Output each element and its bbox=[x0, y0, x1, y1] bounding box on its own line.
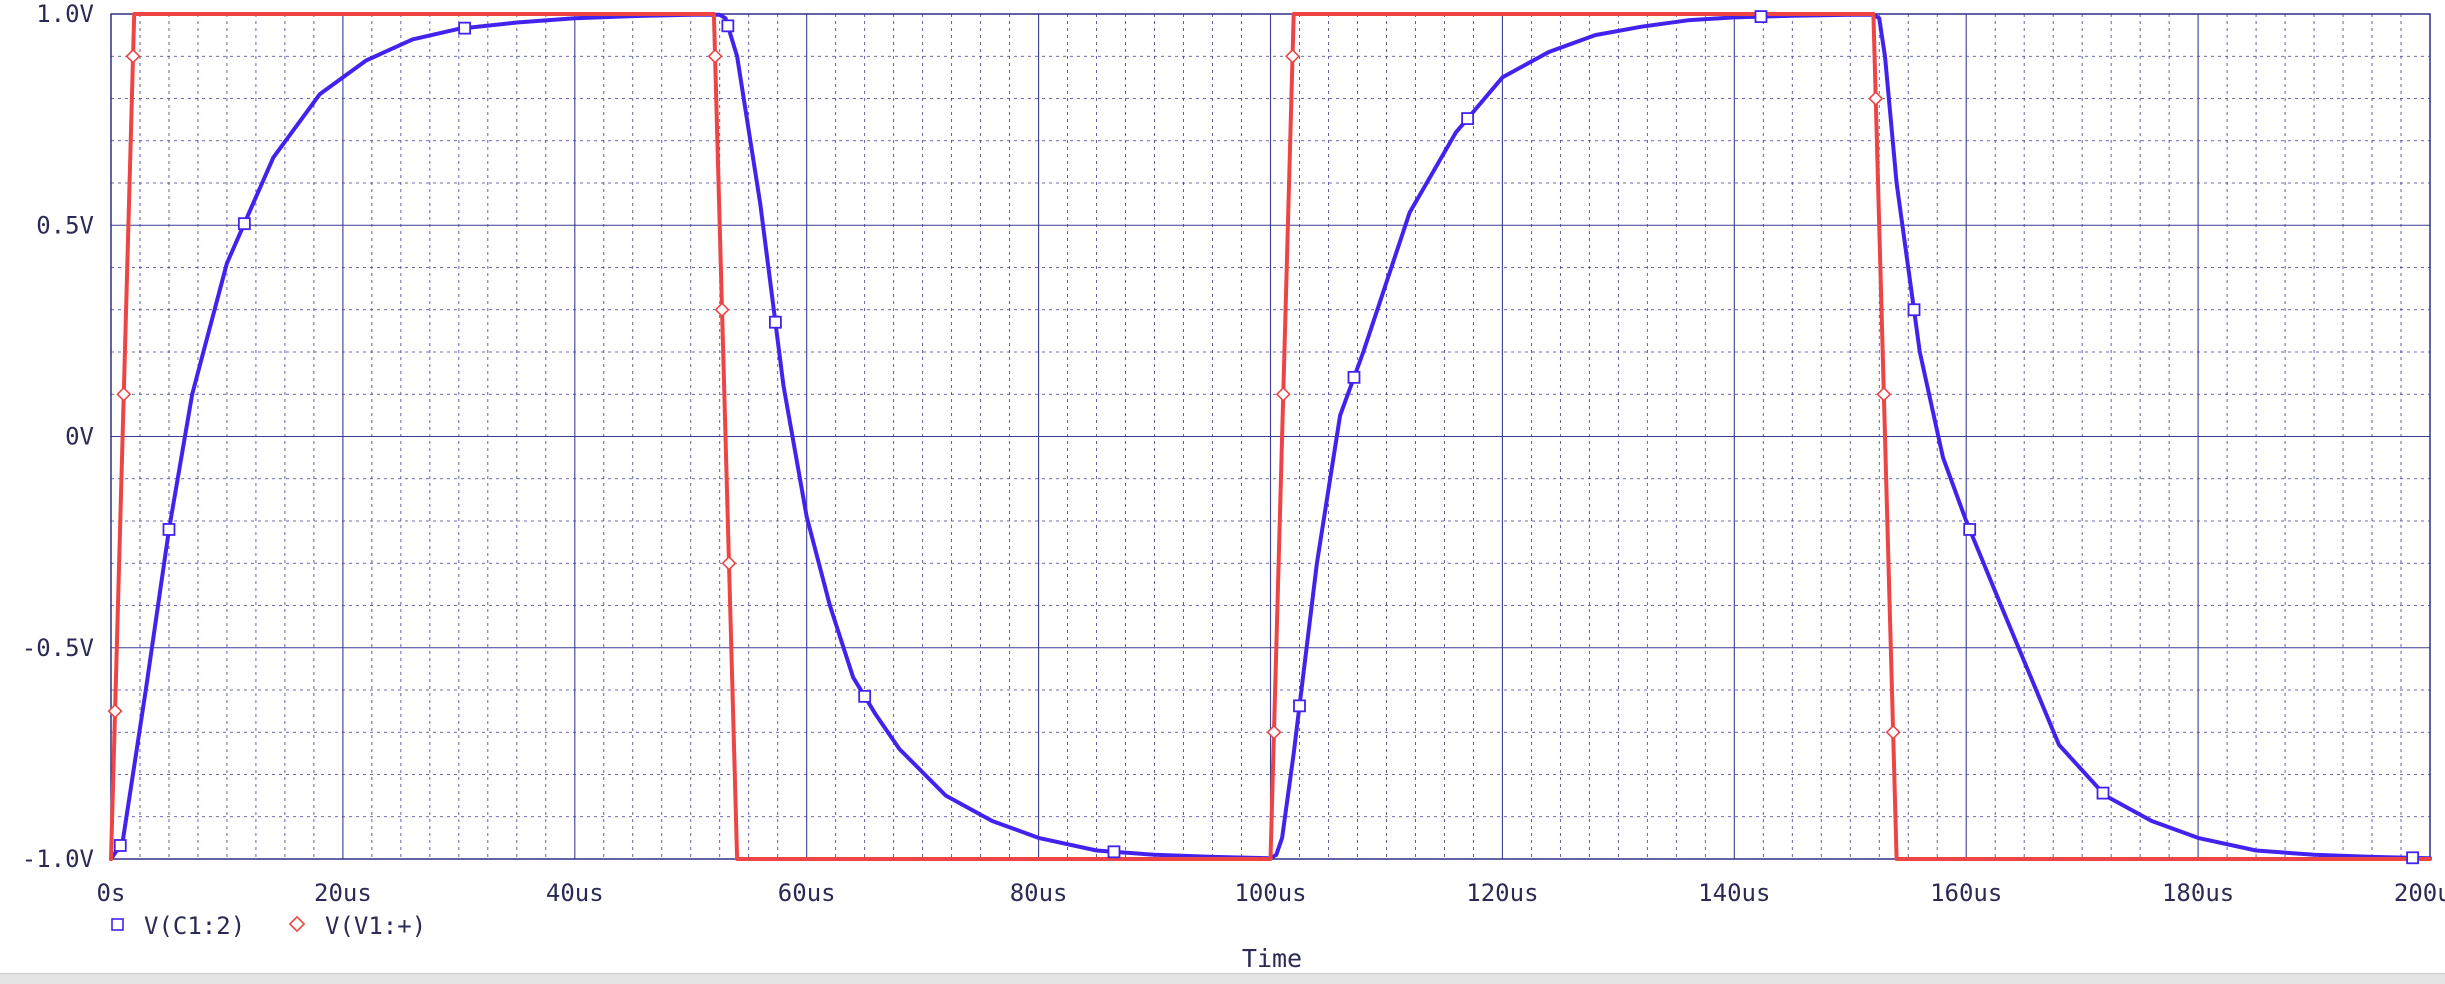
square-data-marker bbox=[1347, 370, 1361, 384]
square-data-marker bbox=[113, 839, 127, 852]
x-tick-label: 80us bbox=[1010, 879, 1068, 907]
square-marker-icon bbox=[111, 918, 124, 931]
window-bottom-border bbox=[0, 973, 2445, 984]
diamond-data-marker bbox=[1868, 91, 1884, 106]
diamond-data-marker bbox=[707, 48, 723, 64]
square-data-marker bbox=[768, 315, 782, 329]
series-lines bbox=[109, 12, 2432, 861]
x-tick-label: 200us bbox=[2394, 879, 2445, 907]
square-data-marker bbox=[721, 19, 735, 33]
square-data-marker bbox=[2096, 786, 2110, 800]
diamond-data-marker bbox=[1266, 724, 1282, 740]
square-data-marker bbox=[858, 689, 872, 703]
square-data-marker bbox=[2406, 851, 2420, 865]
x-tick-label: 120us bbox=[1466, 879, 1538, 907]
diamond-data-marker bbox=[116, 386, 132, 402]
legend-label: V(V1:+) bbox=[325, 912, 426, 940]
diamond-data-marker bbox=[721, 555, 737, 571]
x-tick-label: 160us bbox=[1930, 879, 2002, 907]
square-data-marker bbox=[162, 523, 176, 536]
square-data-marker bbox=[1107, 845, 1121, 859]
x-tick-label: 20us bbox=[314, 879, 372, 907]
diamond-marker-icon bbox=[288, 915, 306, 933]
y-tick-label: 1.0V bbox=[36, 0, 94, 28]
series-line-vv1 bbox=[109, 12, 2432, 861]
diamond-data-marker bbox=[1285, 48, 1301, 64]
square-data-marker bbox=[1907, 303, 1921, 317]
diamond-data-marker bbox=[125, 48, 141, 64]
diamond-data-marker bbox=[1275, 386, 1291, 402]
x-tick-label: 0s bbox=[97, 879, 126, 907]
tick-labels: 0s 20us 40us 60us 80us 100us 120us 140us 160us 18… bbox=[22, 0, 2445, 907]
grid bbox=[111, 14, 2430, 859]
square-data-marker bbox=[1754, 10, 1768, 24]
legend-label: V(C1:2) bbox=[144, 912, 245, 940]
series-line-vc1 bbox=[109, 12, 2432, 861]
y-tick-label: -0.5V bbox=[22, 634, 94, 662]
diamond-data-marker bbox=[1876, 386, 1892, 402]
legend-item-vv1[interactable]: V(V1:+) bbox=[288, 912, 426, 940]
y-tick-label: -1.0V bbox=[22, 845, 94, 873]
x-axis-title: Time bbox=[1242, 944, 1302, 973]
square-data-marker bbox=[1963, 523, 1977, 536]
y-tick-label: 0.5V bbox=[36, 211, 94, 239]
square-data-marker bbox=[1293, 699, 1306, 713]
x-tick-label: 180us bbox=[2162, 879, 2234, 907]
x-tick-label: 40us bbox=[546, 879, 604, 907]
y-tick-label: 0V bbox=[65, 423, 94, 451]
x-tick-label: 100us bbox=[1234, 879, 1306, 907]
diamond-data-marker bbox=[714, 302, 730, 318]
x-tick-label: 60us bbox=[778, 879, 836, 907]
square-data-marker bbox=[1461, 112, 1475, 125]
legend[interactable]: V(C1:2) V(V1:+) bbox=[111, 912, 426, 940]
square-data-marker bbox=[237, 217, 251, 231]
series-markers bbox=[107, 10, 2420, 865]
diamond-data-marker bbox=[1885, 724, 1901, 740]
square-data-marker bbox=[458, 21, 472, 35]
legend-item-vc1[interactable]: V(C1:2) bbox=[111, 912, 245, 940]
diamond-data-marker bbox=[107, 703, 123, 719]
x-tick-label: 140us bbox=[1698, 879, 1770, 907]
